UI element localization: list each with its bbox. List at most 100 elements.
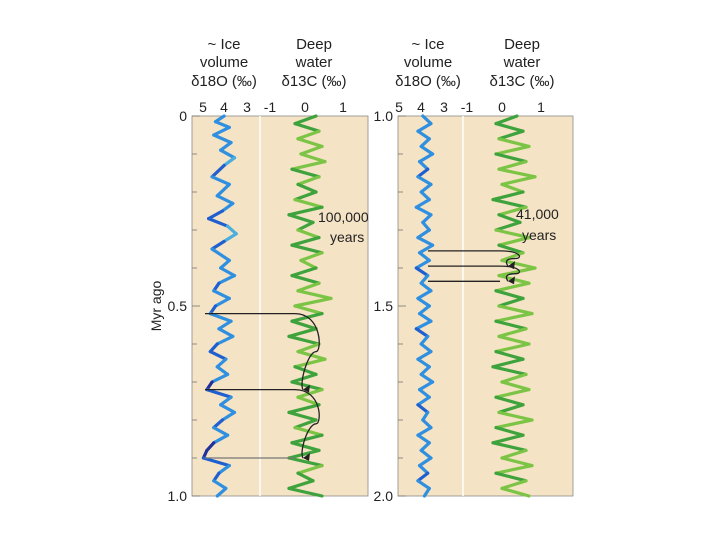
- o18-segment: [414, 319, 433, 331]
- c13-segment: [497, 129, 525, 141]
- c13-segment: [296, 388, 324, 399]
- o18-segment: [208, 350, 228, 361]
- c13-segment: [497, 236, 531, 247]
- left-c13-tick: -1: [264, 99, 277, 115]
- o18-segment: [419, 182, 433, 194]
- c13-segment: [494, 342, 531, 354]
- right-c13-header-line2: water: [503, 54, 541, 71]
- right-o18-tick: 5: [395, 99, 403, 115]
- o18-segment: [212, 418, 225, 430]
- o18-segment: [215, 357, 228, 369]
- c13-segment: [296, 471, 315, 483]
- right-ytick-label: 1.5: [374, 298, 394, 314]
- c13-segment: [296, 350, 327, 361]
- left-c13-header-line2: water: [295, 54, 333, 71]
- c13-segment: [494, 121, 525, 133]
- o18-segment: [419, 342, 433, 354]
- o18-segment: [212, 133, 233, 145]
- c13-segment: [296, 137, 324, 148]
- c13-segment: [296, 395, 321, 407]
- o18-segment: [419, 137, 431, 148]
- right-o18-series: [414, 114, 435, 498]
- o18-segment: [417, 380, 435, 392]
- c13-segment: [500, 486, 531, 498]
- o18-segment: [414, 327, 430, 338]
- o18-segment: [417, 312, 433, 323]
- right-c13-tick: -1: [461, 99, 474, 115]
- c13-segment: [494, 426, 525, 437]
- o18-segment: [417, 304, 431, 316]
- left-ytick-label: 1.0: [168, 488, 188, 504]
- c13-segment: [494, 464, 534, 475]
- c13-segment: [287, 456, 324, 468]
- c13-segment: [497, 266, 537, 278]
- c13-segment: [296, 175, 321, 186]
- right-o18-tick: 4: [417, 99, 425, 115]
- o18-segment: [422, 486, 431, 498]
- o18-segment: [210, 247, 231, 262]
- c13-segment: [491, 190, 525, 202]
- o18-segment: [219, 403, 237, 414]
- o18-segment: [417, 464, 430, 475]
- c13-segment: [290, 160, 327, 171]
- right-annotation-line1: 41,000: [516, 206, 559, 222]
- o18-segment: [414, 198, 431, 209]
- o18-segment: [205, 388, 233, 399]
- c13-segment: [494, 220, 522, 232]
- o18-segment: [210, 372, 230, 384]
- c13-segment: [296, 281, 321, 293]
- left-ytick-label: 0: [179, 108, 187, 124]
- cycle-arrow: [499, 265, 521, 282]
- c13-segment: [500, 182, 525, 194]
- o18-segment: [219, 141, 233, 152]
- o18-segment: [220, 201, 235, 213]
- left-axis-ticks: [192, 115, 200, 497]
- c13-segment: [497, 205, 528, 217]
- o18-segment: [416, 395, 431, 407]
- c13-segment: [494, 319, 528, 331]
- o18-segment: [215, 365, 230, 376]
- c13-segment: [296, 129, 321, 141]
- left-o18-header-line1: ~ Ice: [208, 36, 241, 53]
- c13-segment: [497, 296, 525, 308]
- c13-segment: [500, 251, 525, 262]
- c13-segment: [290, 274, 321, 285]
- left-cycle-markers: [205, 312, 320, 461]
- cycle-arrow: [499, 250, 521, 267]
- c13-segment: [500, 448, 528, 460]
- c13-segment: [500, 372, 528, 384]
- left-o18-header-line2: volume: [200, 54, 248, 71]
- c13-segment: [494, 228, 531, 240]
- c13-segment: [287, 448, 321, 460]
- left-c13-tick: 0: [301, 99, 309, 115]
- o18-segment: [217, 327, 235, 338]
- c13-segment: [494, 144, 531, 156]
- left-c13-series: [287, 114, 333, 498]
- left-c13-tick: 1: [339, 99, 347, 115]
- right-c13-tick: 0: [498, 99, 506, 115]
- cycle-arrow-head: [508, 276, 515, 285]
- o18-segment: [215, 182, 231, 198]
- o18-segment: [419, 190, 431, 202]
- c13-segment: [296, 182, 318, 194]
- c13-segment: [299, 258, 318, 270]
- o18-segment: [417, 251, 431, 262]
- c13-segment: [494, 350, 525, 361]
- o18-segment: [416, 403, 430, 414]
- o18-segment: [217, 464, 231, 475]
- o18-segment: [421, 418, 433, 430]
- c13-segment: [296, 464, 324, 475]
- c13-segment: [296, 220, 315, 232]
- c13-segment: [494, 289, 525, 300]
- cycle-arrow: [294, 388, 320, 459]
- c13-segment: [494, 312, 534, 323]
- o18-segment: [210, 175, 231, 186]
- right-cycle-markers: [428, 250, 521, 285]
- c13-segment: [494, 418, 534, 430]
- o18-segment: [416, 350, 433, 361]
- o18-segment: [421, 213, 433, 224]
- c13-segment: [491, 433, 525, 445]
- y-axis-title: Myr ago: [148, 281, 164, 332]
- c13-segment: [293, 365, 318, 376]
- right-c13-header-label: δ13C (‰): [489, 73, 554, 90]
